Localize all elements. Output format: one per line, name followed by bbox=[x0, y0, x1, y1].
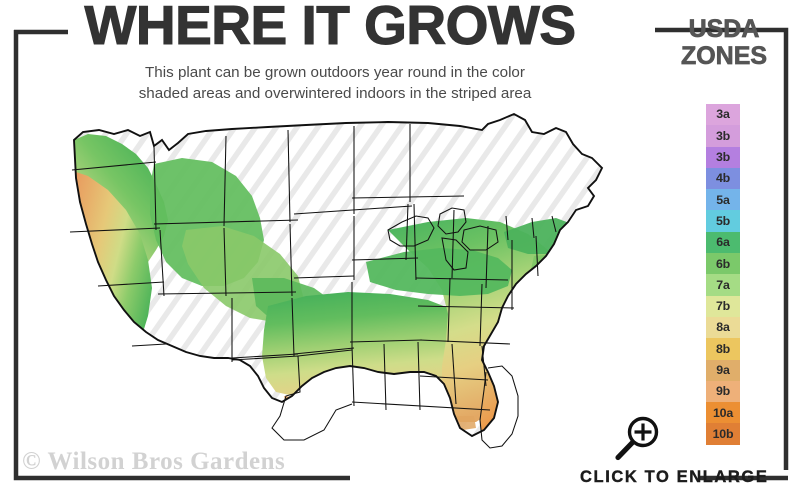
legend-swatch-label: 7b bbox=[715, 299, 731, 314]
legend-swatch-3b-upper: 3b bbox=[706, 125, 740, 147]
legend-swatch-label: 5b bbox=[715, 213, 731, 228]
usda-zone-legend: 3a 3b 3b 4b 5a 5b 6a 6b 7a 7b 8a 8b 9a 9b 10a 10b bbox=[706, 104, 740, 445]
legend-swatch-label: 5a bbox=[716, 192, 730, 207]
legend-swatch-10b: 10b bbox=[706, 423, 740, 445]
subtitle: This plant can be grown outdoors year ro… bbox=[60, 62, 610, 104]
legend-swatch-8b: 8b bbox=[706, 338, 740, 360]
legend-swatch-7b: 7b bbox=[706, 295, 740, 317]
legend-swatch-label: 6b bbox=[715, 256, 731, 271]
legend-swatch-label: 3a bbox=[716, 107, 730, 122]
legend-title: USDA ZONES bbox=[660, 15, 788, 70]
legend-swatch-8a: 8a bbox=[706, 316, 740, 339]
legend-swatch-5a: 5a bbox=[706, 189, 740, 211]
legend-swatch-label: 9a bbox=[716, 363, 730, 377]
legend-swatch-label: 10a bbox=[712, 405, 734, 420]
magnifier-plus-icon[interactable] bbox=[612, 415, 664, 463]
watermark: © Wilson Bros Gardens bbox=[22, 448, 286, 475]
legend-swatch-10a: 10a bbox=[706, 402, 740, 424]
legend-swatch-label: 3b bbox=[715, 150, 731, 165]
usda-zone-map[interactable] bbox=[36, 110, 656, 460]
state-borders bbox=[69, 112, 604, 449]
legend-swatch-9b: 9b bbox=[706, 380, 740, 403]
legend-swatch-3b-lower: 3b bbox=[706, 146, 740, 168]
legend-swatch-4b: 4b bbox=[706, 167, 740, 190]
legend-swatch-label: 10b bbox=[712, 426, 734, 441]
legend-swatch-label: 4b bbox=[715, 171, 731, 186]
subtitle-line-1: This plant can be grown outdoors year ro… bbox=[145, 64, 525, 81]
legend-swatch-6b: 6b bbox=[706, 253, 740, 275]
legend-swatch-7a: 7a bbox=[706, 274, 740, 296]
legend-swatch-label: 7a bbox=[716, 277, 730, 292]
legend-swatch-5b: 5b bbox=[706, 210, 740, 232]
legend-swatch-3a: 3a bbox=[706, 104, 740, 126]
legend-swatch-9a: 9a bbox=[706, 359, 740, 381]
subtitle-line-2: shaded areas and overwintered indoors in… bbox=[138, 85, 532, 102]
legend-swatch-label: 8b bbox=[715, 341, 731, 356]
legend-swatch-6a: 6a bbox=[706, 231, 740, 254]
page-title: WHERE IT GROWS bbox=[84, 0, 577, 56]
legend-title-line-1: USDA bbox=[688, 15, 760, 43]
legend-swatch-label: 3b bbox=[715, 128, 731, 143]
click-to-enlarge-label[interactable]: CLICK TO ENLARGE bbox=[580, 468, 769, 486]
legend-swatch-label: 9b bbox=[715, 384, 731, 399]
legend-swatch-label: 6a bbox=[716, 235, 730, 250]
legend-title-line-2: ZONES bbox=[680, 42, 768, 70]
legend-swatch-label: 8a bbox=[716, 320, 730, 335]
